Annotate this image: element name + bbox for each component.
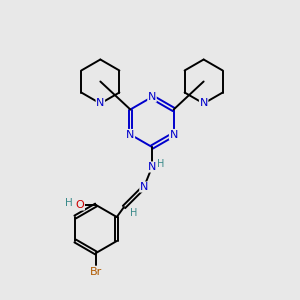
Text: H: H <box>65 198 73 208</box>
Text: N: N <box>148 92 156 102</box>
Text: N: N <box>140 182 148 192</box>
Text: N: N <box>200 98 208 109</box>
Text: O: O <box>76 200 84 210</box>
Text: N: N <box>148 162 156 172</box>
Text: Br: Br <box>90 267 102 277</box>
Text: N: N <box>126 130 134 140</box>
Text: N: N <box>96 98 104 109</box>
Text: H: H <box>130 208 138 218</box>
Text: N: N <box>169 130 178 140</box>
Text: H: H <box>157 159 165 169</box>
